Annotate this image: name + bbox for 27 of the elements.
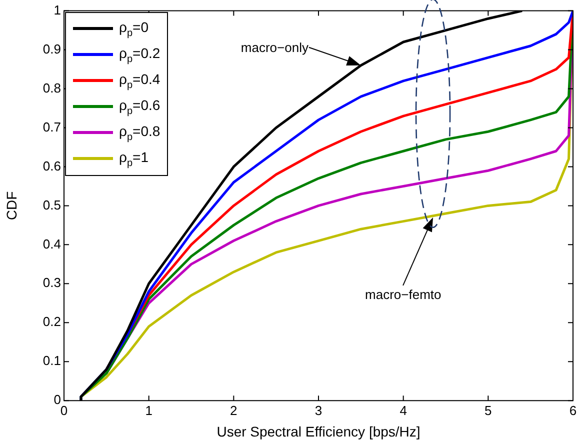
x-tick-label: 2 bbox=[230, 402, 238, 418]
y-tick-label: 0.4 bbox=[42, 236, 61, 252]
legend-label: ρ$_{p}$=0.4 bbox=[119, 70, 160, 91]
x-tick-label: 1 bbox=[145, 402, 152, 418]
y-tick-label: 0.1 bbox=[42, 353, 61, 368]
y-tick-label: 0.2 bbox=[42, 314, 61, 330]
x-tick-label: 5 bbox=[484, 402, 492, 418]
y-tick-label: 1 bbox=[54, 2, 61, 18]
y-tick-label: 0.3 bbox=[42, 275, 61, 290]
y-tick-label: 0.6 bbox=[42, 158, 61, 174]
legend-label: ρ$_{p}$=1 bbox=[119, 148, 148, 169]
legend-label: ρ$_{p}$=0.8 bbox=[119, 122, 160, 143]
legend-label: ρ$_{p}$=0.2 bbox=[119, 44, 160, 65]
legend-label: ρ$_{p}$=0.6 bbox=[119, 96, 160, 117]
y-tick-label: 0.8 bbox=[42, 80, 61, 96]
annotation: macro−only bbox=[240, 40, 308, 55]
legend-label: ρ$_{p}$=0 bbox=[119, 18, 148, 39]
y-tick-label: 0 bbox=[54, 392, 61, 408]
y-tick-label: 0.5 bbox=[42, 197, 61, 212]
x-axis-title: User Spectral Efficiency [bps/Hz] bbox=[216, 423, 420, 440]
x-tick-label: 4 bbox=[400, 402, 407, 418]
x-tick-label: 6 bbox=[569, 402, 577, 418]
y-axis-title: CDF bbox=[3, 191, 20, 220]
y-tick-label: 0.7 bbox=[42, 119, 61, 134]
x-tick-label: 3 bbox=[314, 402, 322, 418]
y-tick-label: 0.9 bbox=[42, 41, 61, 56]
annotation: macro−femto bbox=[365, 287, 442, 302]
